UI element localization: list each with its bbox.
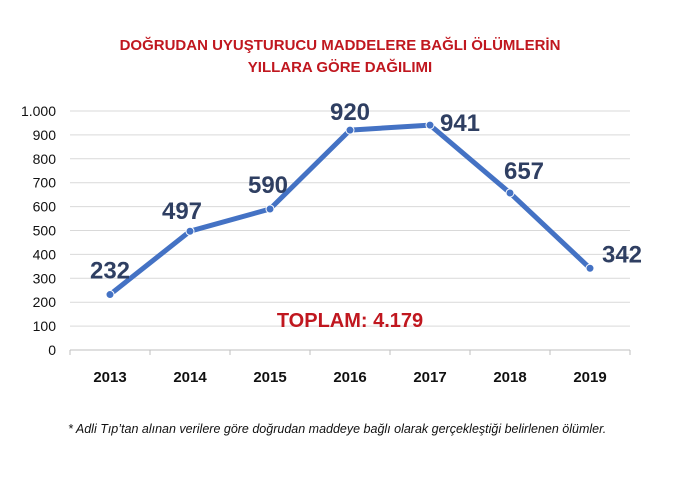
data-point — [425, 120, 435, 130]
x-tick-label: 2015 — [253, 369, 286, 386]
y-tick-label: 1.000 — [21, 103, 56, 119]
data-label: 941 — [440, 110, 480, 137]
y-tick-label: 400 — [33, 246, 57, 262]
data-label: 342 — [602, 241, 642, 268]
total-annotation: TOPLAM: 4.179 — [277, 310, 423, 332]
data-label: 232 — [90, 258, 130, 285]
x-tick-label: 2013 — [93, 369, 126, 386]
x-tick-label: 2014 — [173, 369, 207, 386]
data-label: 920 — [330, 99, 370, 126]
data-point — [185, 226, 195, 236]
data-point — [505, 188, 515, 198]
y-tick-label: 600 — [33, 199, 57, 215]
x-tick-label: 2019 — [573, 369, 606, 386]
y-tick-label: 200 — [33, 294, 57, 310]
y-tick-label: 900 — [33, 127, 57, 143]
x-tick-label: 2018 — [493, 369, 526, 386]
footnote: * Adli Tıp’tan alınan verilere göre doğr… — [68, 422, 607, 436]
x-tick-label: 2016 — [333, 369, 366, 386]
y-tick-label: 700 — [33, 175, 57, 191]
y-tick-label: 100 — [33, 318, 57, 334]
data-label: 497 — [162, 198, 202, 225]
y-tick-label: 800 — [33, 151, 57, 167]
data-label: 590 — [248, 172, 288, 199]
data-point — [105, 290, 115, 300]
data-point — [585, 263, 595, 273]
y-tick-label: 0 — [48, 342, 56, 358]
chart-subtitle: YILLARA GÖRE DAĞILIMI — [247, 59, 433, 76]
y-tick-label: 300 — [33, 270, 57, 286]
data-point — [345, 125, 355, 135]
data-label: 657 — [504, 158, 544, 185]
y-tick-label: 500 — [33, 223, 57, 239]
x-tick-label: 2017 — [413, 369, 446, 386]
data-point — [265, 204, 275, 214]
chart-title: DOĞRUDAN UYUŞTURUCU MADDELERE BAĞLI ÖLÜM… — [119, 37, 561, 54]
